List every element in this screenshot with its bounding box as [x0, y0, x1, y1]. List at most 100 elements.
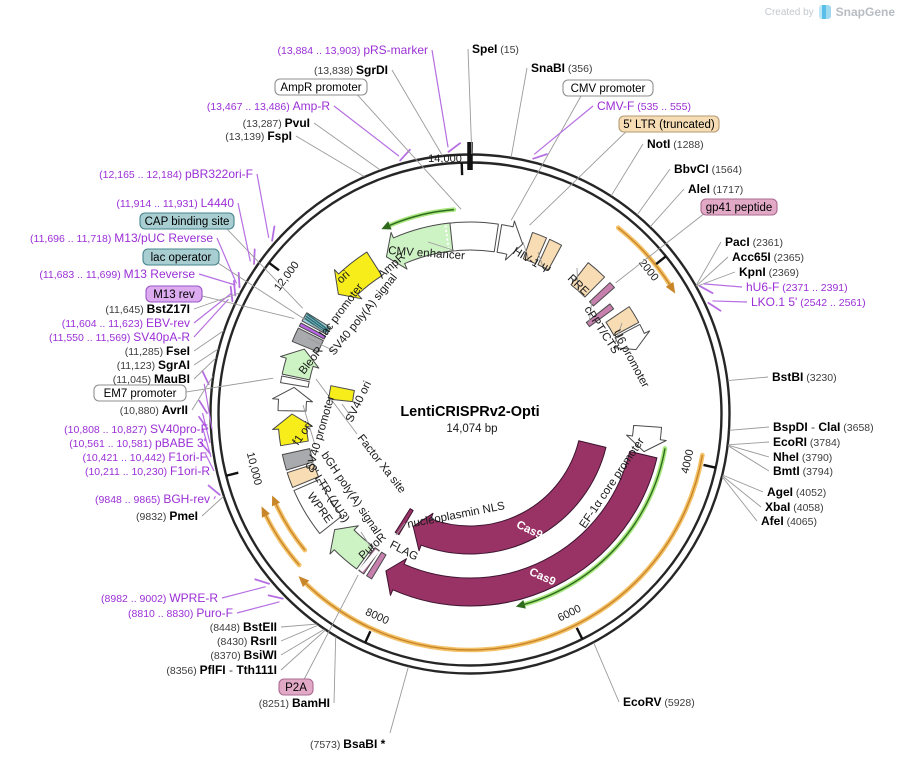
- enzyme-label-alei[interactable]: AleI (1717): [649, 182, 743, 227]
- feature-u6-promoter[interactable]: [605, 306, 640, 337]
- primer-label-m13-puc-reverse[interactable]: (11,696 .. 11,718) M13/pUC Reverse: [30, 231, 238, 284]
- feature-em7-promoter[interactable]: [280, 375, 310, 388]
- feature-gp41-peptide[interactable]: [589, 282, 615, 307]
- primer-mark-15[interactable]: [271, 225, 276, 242]
- primer-mark-3[interactable]: [707, 301, 722, 312]
- primer-label-cmv-f[interactable]: CMV-F (535 .. 555): [533, 99, 691, 155]
- enzyme-label-bmti[interactable]: BmtI (3794): [727, 445, 833, 478]
- primer-label-prs-marker[interactable]: (13,884 .. 13,903) pRS-marker: [278, 43, 449, 148]
- primer-mark-13[interactable]: [237, 271, 241, 289]
- feature-bgh-polya[interactable]: [281, 448, 314, 471]
- enzyme-label-ecorv[interactable]: EcoRV (5928): [593, 642, 695, 709]
- feature-cas9-inner[interactable]: [412, 440, 607, 555]
- enzyme-label-acc65i[interactable]: Acc65I (2365): [695, 250, 804, 287]
- primer-label-sv40pro-f[interactable]: (10,808 .. 10,827) SV40pro-F: [64, 383, 213, 436]
- feature-u6-arrow[interactable]: [612, 323, 651, 351]
- feature-ori[interactable]: [333, 251, 383, 300]
- primer-mark-12[interactable]: [233, 280, 237, 297]
- feature-label-ampr-promoter[interactable]: AmpR promoter: [274, 78, 462, 210]
- primer-label-pbabe-3[interactable]: (10,561 .. 10,581) pBABE 3': [69, 412, 211, 450]
- enzyme-label-fsei[interactable]: (11,285) FseI: [125, 330, 224, 358]
- enzyme-label-bsabi[interactable]: (7573) BsaBI *: [310, 666, 409, 751]
- feature-wpre[interactable]: [293, 478, 343, 535]
- feature-cppt-cts[interactable]: [585, 303, 615, 328]
- feature-m13-rev-feature[interactable]: [298, 322, 327, 340]
- primer-label-sv40pa-r[interactable]: (11,550 .. 11,569) SV40pA-R: [49, 298, 229, 344]
- primer-label-hu6-f[interactable]: hU6-F (2371 .. 2391): [703, 280, 848, 294]
- feature-rre[interactable]: [570, 262, 606, 298]
- feature-puroR[interactable]: [329, 525, 374, 570]
- primer-label-ebv-rev[interactable]: (11,604 .. 11,623) EBV-rev: [62, 292, 232, 330]
- feature-cmv-promoter[interactable]: [496, 220, 524, 261]
- primer-label-lko1-5[interactable]: LKO.1 5' (2542 .. 2561): [712, 295, 866, 309]
- enzyme-label-bsiwi[interactable]: (8370) BsiWI: [210, 628, 325, 662]
- enzyme-label-avrii[interactable]: (10,880) AvrII: [120, 376, 214, 417]
- primer-label-pbr322ori-f[interactable]: (12,165 .. 12,184) pBR322ori-F: [99, 167, 270, 238]
- enzyme-label-agei[interactable]: AgeI (4052): [722, 474, 827, 499]
- enzyme-label-maubi[interactable]: (11,045) MauBI: [113, 357, 217, 386]
- feature-cas9-outer[interactable]: [385, 450, 658, 607]
- flag-label[interactable]: FLAG: [388, 539, 420, 563]
- enzyme-label-snabi[interactable]: SnaBI (356): [510, 61, 592, 158]
- feature-label-5ltr-box[interactable]: 5' LTR (truncated): [529, 115, 720, 226]
- primer-label-f1ori-f[interactable]: (10,421 .. 10,442) F1ori-F: [83, 428, 212, 464]
- feature-ef1a-core-promoter[interactable]: [626, 424, 667, 453]
- enzyme-label-spei[interactable]: SpeI (15): [467, 42, 519, 155]
- feature-label-m13-rev-box[interactable]: M13 rev: [145, 285, 295, 320]
- primer-label-puro-f[interactable]: (8810 .. 8830) Puro-F: [128, 601, 280, 620]
- feature-ampR[interactable]: [385, 222, 454, 270]
- feature-label-em7-box[interactable]: EM7 promoter: [93, 377, 274, 402]
- feature-label-lac-operator-box[interactable]: lac operator: [142, 248, 306, 320]
- primer-mark-14[interactable]: [253, 248, 256, 265]
- primer-mark-5[interactable]: [254, 578, 271, 585]
- enzyme-label-sgrai[interactable]: (11,123) SgrAI: [117, 348, 219, 372]
- primer-mark-6[interactable]: [207, 484, 221, 496]
- enzyme-label-fspi[interactable]: (13,139) FspI: [225, 129, 365, 177]
- feature-sv40-ori[interactable]: [328, 385, 355, 403]
- feature-label-gp41-box[interactable]: gp41 peptide: [615, 198, 778, 284]
- primer-label-bgh-rev[interactable]: (9848 .. 9865) BGH-rev: [95, 492, 216, 506]
- primer-label-amp-r[interactable]: (13,467 .. 13,486) Amp-R: [207, 99, 400, 157]
- primer-mark-7[interactable]: [199, 441, 211, 455]
- enzyme-label-nhei[interactable]: NheI (3790): [727, 444, 832, 464]
- enzyme-label-noti[interactable]: NotI (1288): [610, 137, 704, 196]
- feature-label-cmv-promoter-box[interactable]: CMV promoter: [510, 79, 654, 221]
- enzyme-label-ecori[interactable]: EcoRI (3784): [728, 435, 840, 449]
- feature-ltr3-du3[interactable]: [286, 463, 319, 488]
- feature-sv40-polya[interactable]: [291, 327, 324, 353]
- feature-p2a[interactable]: [358, 547, 380, 575]
- feature-nucleoplasmin-nls[interactable]: [394, 508, 414, 536]
- primer-label-wpre-r[interactable]: (8982 .. 9002) WPRE-R: [101, 586, 266, 605]
- primer-mark-2[interactable]: [698, 285, 714, 294]
- enzyme-label-pvui[interactable]: (13,287) PvuI: [243, 116, 381, 171]
- feature-label-cap-binding-box[interactable]: CAP binding site: [139, 212, 303, 309]
- primer-mark-9[interactable]: [198, 399, 208, 414]
- feature-hiv1-psi-b[interactable]: [537, 238, 563, 271]
- primer-mark-10[interactable]: [201, 370, 210, 386]
- enzyme-label-bsteii[interactable]: (8448) BstEII: [210, 620, 317, 634]
- enzyme-label-bspdi-clai[interactable]: BspDI - ClaI (3658): [729, 420, 874, 434]
- enzyme-label-rsrii[interactable]: (8430) RsrII: [217, 624, 319, 648]
- feature-hiv1-psi-a[interactable]: [522, 231, 548, 265]
- cmv-enhancer-label[interactable]: CMV enhancer: [388, 245, 466, 262]
- primer-mark-0[interactable]: [447, 142, 461, 153]
- enzyme-label-bstz17i[interactable]: (11,645) BstZ17I: [105, 292, 241, 316]
- enzyme-label-afei[interactable]: AfeI (4065): [721, 476, 817, 528]
- primer-label-l4440[interactable]: (11,914 .. 11,931) L4440: [116, 196, 251, 262]
- feature-sv40-promoter[interactable]: [272, 386, 313, 412]
- enzyme-label-sgrdi[interactable]: (13,838) SgrDI: [314, 63, 443, 156]
- enzyme-label-bstbi[interactable]: BstBI (3230): [727, 370, 837, 384]
- enzyme-label-kpni[interactable]: KpnI (2369): [696, 265, 799, 287]
- feature-bleoR[interactable]: [280, 348, 320, 381]
- feature-f1-ori[interactable]: [272, 413, 313, 447]
- enzyme-label-pflfi-tth111i[interactable]: (8356) PflFI - Tth111I: [166, 629, 326, 677]
- primer-mark-4[interactable]: [267, 594, 284, 600]
- enzyme-label-bamhi[interactable]: (8251) BamHI: [259, 636, 337, 710]
- feature-flag[interactable]: [366, 551, 387, 580]
- feature-label-p2a-box[interactable]: P2A: [278, 574, 359, 696]
- primer-label-f1ori-r[interactable]: (10,211 .. 10,230) F1ori-R: [85, 453, 215, 478]
- primer-mark-11[interactable]: [229, 285, 234, 303]
- sv40-ori-label[interactable]: SV40 ori: [344, 379, 374, 424]
- primer-mark-1[interactable]: [532, 153, 548, 160]
- enzyme-label-xbai[interactable]: XbaI (4058): [722, 475, 824, 514]
